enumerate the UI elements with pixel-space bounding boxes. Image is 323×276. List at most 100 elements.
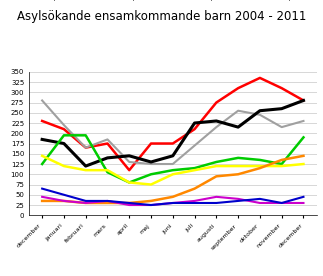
- Legend: 2011, 2657 barn, 2010, 2393 barn, 2009, 2250 barn, 2008, 1510 barn, 2007, 1264 b: 2011, 2657 barn, 2010, 2393 barn, 2009, …: [20, 0, 323, 1]
- 2007, 1264 barn: [258, 164, 262, 168]
- 2011, 2657 barn: [236, 86, 240, 90]
- 2008, 1510 barn: [127, 181, 131, 184]
- 2004, 388 barn: [40, 187, 44, 190]
- 2006, 816 barn: [171, 195, 175, 198]
- 2009, 2250 barn: [106, 156, 109, 160]
- Line: 2005, 398 barn: 2005, 398 barn: [42, 197, 304, 205]
- 2008, 1510 barn: [106, 171, 109, 174]
- 2009, 2250 barn: [236, 126, 240, 129]
- 2010, 2393 barn: [236, 109, 240, 112]
- 2008, 1510 barn: [193, 166, 196, 170]
- 2010, 2393 barn: [193, 144, 196, 147]
- 2011, 2657 barn: [40, 119, 44, 123]
- 2007, 1264 barn: [106, 169, 109, 172]
- 2008, 1510 barn: [62, 134, 66, 137]
- 2009, 2250 barn: [280, 107, 284, 110]
- 2007, 1264 barn: [193, 169, 196, 172]
- 2005, 398 barn: [40, 195, 44, 198]
- 2005, 398 barn: [62, 199, 66, 203]
- 2007, 1264 barn: [149, 183, 153, 186]
- 2006, 816 barn: [106, 201, 109, 205]
- Text: Asylsökande ensamkommande barn 2004 - 2011: Asylsökande ensamkommande barn 2004 - 20…: [17, 10, 306, 23]
- Line: 2009, 2250 barn: 2009, 2250 barn: [42, 100, 304, 166]
- 2005, 398 barn: [280, 201, 284, 205]
- 2009, 2250 barn: [62, 142, 66, 145]
- 2008, 1510 barn: [149, 172, 153, 176]
- 2006, 816 barn: [236, 172, 240, 176]
- 2008, 1510 barn: [40, 162, 44, 166]
- 2005, 398 barn: [149, 203, 153, 207]
- 2010, 2393 barn: [84, 146, 88, 149]
- 2004, 388 barn: [193, 201, 196, 205]
- 2009, 2250 barn: [258, 109, 262, 112]
- 2010, 2393 barn: [62, 123, 66, 127]
- 2008, 1510 barn: [302, 136, 306, 139]
- 2004, 388 barn: [171, 201, 175, 205]
- 2008, 1510 barn: [236, 156, 240, 160]
- 2010, 2393 barn: [171, 162, 175, 166]
- 2011, 2657 barn: [127, 169, 131, 172]
- Line: 2011, 2657 barn: 2011, 2657 barn: [42, 78, 304, 170]
- 2008, 1510 barn: [84, 134, 88, 137]
- 2005, 398 barn: [214, 195, 218, 198]
- Line: 2010, 2393 barn: 2010, 2393 barn: [42, 100, 304, 164]
- Line: 2004, 388 barn: 2004, 388 barn: [42, 189, 304, 205]
- 2004, 388 barn: [236, 199, 240, 203]
- 2004, 388 barn: [214, 201, 218, 205]
- 2009, 2250 barn: [171, 154, 175, 158]
- 2011, 2657 barn: [106, 142, 109, 145]
- 2005, 398 barn: [236, 197, 240, 201]
- 2006, 816 barn: [280, 158, 284, 161]
- 2009, 2250 barn: [302, 99, 306, 102]
- 2005, 398 barn: [193, 199, 196, 203]
- 2010, 2393 barn: [280, 126, 284, 129]
- 2011, 2657 barn: [149, 142, 153, 145]
- 2006, 816 barn: [127, 201, 131, 205]
- Line: 2008, 1510 barn: 2008, 1510 barn: [42, 135, 304, 182]
- 2011, 2657 barn: [171, 142, 175, 145]
- 2011, 2657 barn: [84, 146, 88, 149]
- 2007, 1264 barn: [171, 172, 175, 176]
- 2010, 2393 barn: [258, 113, 262, 116]
- 2006, 816 barn: [214, 175, 218, 178]
- 2008, 1510 barn: [214, 160, 218, 164]
- 2004, 388 barn: [106, 199, 109, 203]
- 2007, 1264 barn: [84, 169, 88, 172]
- 2004, 388 barn: [149, 203, 153, 207]
- 2004, 388 barn: [280, 201, 284, 205]
- 2008, 1510 barn: [171, 169, 175, 172]
- 2011, 2657 barn: [214, 101, 218, 104]
- 2010, 2393 barn: [149, 162, 153, 166]
- 2004, 388 barn: [62, 193, 66, 197]
- 2010, 2393 barn: [127, 160, 131, 164]
- 2005, 398 barn: [84, 201, 88, 205]
- 2009, 2250 barn: [40, 138, 44, 141]
- 2007, 1264 barn: [62, 164, 66, 168]
- 2007, 1264 barn: [214, 164, 218, 168]
- 2005, 398 barn: [106, 199, 109, 203]
- 2011, 2657 barn: [193, 128, 196, 131]
- 2005, 398 barn: [127, 203, 131, 207]
- 2008, 1510 barn: [280, 162, 284, 166]
- Line: 2006, 816 barn: 2006, 816 barn: [42, 156, 304, 203]
- 2006, 816 barn: [40, 199, 44, 203]
- 2010, 2393 barn: [106, 138, 109, 141]
- 2010, 2393 barn: [302, 119, 306, 123]
- 2007, 1264 barn: [280, 164, 284, 168]
- 2006, 816 barn: [62, 199, 66, 203]
- 2010, 2393 barn: [40, 99, 44, 102]
- 2009, 2250 barn: [84, 164, 88, 168]
- 2004, 388 barn: [302, 195, 306, 198]
- 2004, 388 barn: [127, 201, 131, 205]
- 2007, 1264 barn: [127, 181, 131, 184]
- 2006, 816 barn: [258, 166, 262, 170]
- 2009, 2250 barn: [193, 121, 196, 125]
- 2007, 1264 barn: [302, 162, 306, 166]
- 2011, 2657 barn: [280, 86, 284, 90]
- 2005, 398 barn: [171, 201, 175, 205]
- 2009, 2250 barn: [214, 119, 218, 123]
- 2004, 388 barn: [258, 197, 262, 201]
- 2008, 1510 barn: [258, 158, 262, 161]
- 2006, 816 barn: [84, 201, 88, 205]
- 2011, 2657 barn: [62, 128, 66, 131]
